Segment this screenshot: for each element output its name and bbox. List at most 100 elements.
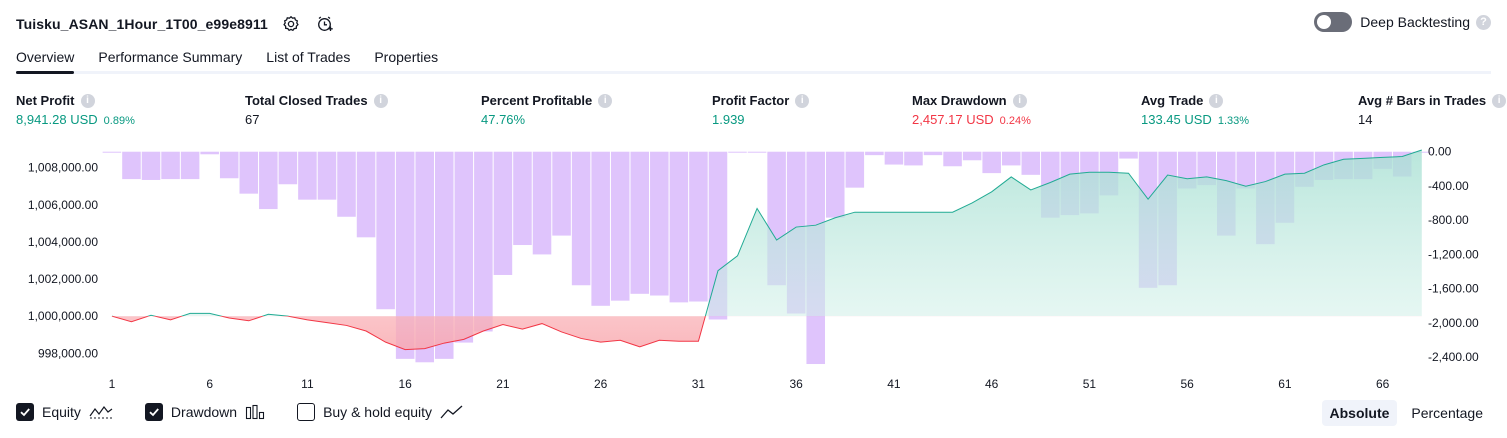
- drawdown-bar: [904, 151, 923, 166]
- drawdown-bar: [1021, 151, 1041, 175]
- x-tick-label: 51: [1083, 377, 1097, 391]
- alert-clock-plus-icon[interactable]: [314, 13, 336, 35]
- drawdown-bar: [591, 151, 610, 306]
- stat-value: 1.939: [712, 112, 745, 127]
- drawdown-bar: [825, 151, 845, 218]
- percentage-button[interactable]: Percentage: [1411, 405, 1483, 421]
- deep-backtesting-label: Deep Backtesting: [1360, 14, 1470, 30]
- y-axis-right: 0.00 -400.00 -800.00 -1,200.00 -1,600.00 -2,0…: [1428, 145, 1479, 364]
- drawdown-bar: [1197, 151, 1216, 186]
- drawdown-bar: [298, 151, 317, 200]
- x-tick-label: 36: [789, 377, 803, 391]
- equity-area: [111, 150, 1422, 350]
- drawdown-bar: [962, 151, 982, 161]
- drawdown-bar: [122, 151, 141, 180]
- tab-performance-summary[interactable]: Performance Summary: [98, 49, 243, 65]
- drawdown-bar: [552, 151, 571, 236]
- drawdown-bar: [943, 151, 962, 167]
- drawdown-bar: [747, 151, 767, 153]
- stat-avg-bars-in-trades: Avg # Bars in Trades i 14: [1358, 93, 1507, 127]
- help-icon[interactable]: ?: [1476, 14, 1491, 30]
- drawdown-bar: [102, 151, 122, 153]
- drawdown-bars: [102, 151, 1432, 365]
- y-right-tick-label: -1,600.00: [1428, 282, 1479, 296]
- drawdown-bar: [630, 151, 650, 294]
- info-icon[interactable]: i: [1209, 93, 1224, 108]
- drawdown-bar: [1119, 151, 1138, 159]
- legend-equity-label: Equity: [42, 404, 81, 420]
- equity-drawdown-chart[interactable]: 1,008,000.00 1,006,000.00 1,004,000.00 1,00…: [0, 140, 1507, 392]
- equity-checkbox[interactable]: [16, 403, 34, 421]
- info-icon[interactable]: i: [1492, 93, 1507, 108]
- equity-line-icon: [89, 404, 113, 420]
- x-tick-label: 6: [206, 377, 213, 391]
- drawdown-bar: [689, 151, 708, 302]
- info-icon[interactable]: i: [80, 93, 95, 108]
- stat-value: 67: [245, 112, 260, 127]
- x-tick-label: 61: [1278, 377, 1292, 391]
- drawdown-bar: [259, 151, 278, 210]
- drawdown-bar: [180, 151, 200, 180]
- drawdown-bar: [669, 151, 689, 303]
- y-left-tick-label: 1,004,000.00: [28, 235, 98, 249]
- info-icon[interactable]: i: [373, 93, 388, 108]
- x-tick-label: 16: [398, 377, 412, 391]
- stat-percent: 0.89%: [103, 115, 135, 127]
- y-left-tick-label: 1,000,000.00: [28, 309, 98, 323]
- legend-buy-hold-equity[interactable]: Buy & hold equity: [297, 403, 464, 421]
- tab-properties[interactable]: Properties: [374, 49, 439, 65]
- drawdown-bar: [356, 151, 376, 238]
- info-icon[interactable]: i: [598, 93, 613, 108]
- tab-list-of-trades[interactable]: List of Trades: [266, 49, 351, 65]
- drawdown-bar: [161, 151, 180, 180]
- equity-line-positive: [111, 149, 1422, 317]
- legend-drawdown[interactable]: Drawdown: [144, 403, 265, 421]
- stat-net-profit: Net Profit i 8,941.28 USD 0.89%: [16, 93, 135, 127]
- deep-backtesting-toggle[interactable]: [1314, 12, 1353, 32]
- drawdown-bar: [1236, 151, 1256, 189]
- drawdown-bars-icon: [245, 404, 265, 420]
- absolute-button[interactable]: Absolute: [1321, 400, 1398, 426]
- y-right-tick-label: -2,000.00: [1428, 316, 1479, 330]
- x-tick-label: 26: [594, 377, 608, 391]
- info-icon[interactable]: i: [1012, 93, 1027, 108]
- deep-backtesting-control: Deep Backtesting ?: [1314, 12, 1491, 32]
- buy-hold-checkbox[interactable]: [297, 403, 316, 421]
- buy-hold-line-icon: [440, 404, 464, 420]
- tab-overview[interactable]: Overview: [16, 44, 75, 74]
- stat-value: 8,941.28 USD: [16, 112, 98, 127]
- drawdown-bar: [493, 151, 513, 275]
- stat-percent: 0.24%: [999, 115, 1031, 127]
- drawdown-bar: [884, 151, 904, 165]
- drawdown-bar: [923, 151, 943, 156]
- drawdown-bar: [317, 151, 337, 200]
- stat-total-closed-trades: Total Closed Trades i 67: [245, 93, 388, 127]
- equity-area-negative: [111, 316, 706, 350]
- x-tick-label: 41: [887, 377, 901, 391]
- info-icon[interactable]: i: [795, 93, 810, 108]
- drawdown-bar: [865, 151, 884, 156]
- drawdown-bar: [728, 151, 747, 153]
- stat-percent-profitable: Percent Profitable i 47.76%: [481, 93, 613, 127]
- drawdown-bar: [532, 151, 552, 255]
- y-left-tick-label: 998,000.00: [38, 346, 98, 360]
- stat-label: Profit Factor: [712, 93, 790, 108]
- y-right-tick-label: -800.00: [1428, 213, 1469, 227]
- stat-avg-trade: Avg Trade i 133.45 USD 1.33%: [1141, 93, 1249, 127]
- drawdown-bar: [337, 151, 356, 217]
- stat-label: Net Profit: [16, 93, 75, 108]
- y-right-tick-label: 0.00: [1428, 145, 1452, 159]
- x-axis: 1 6 11 16 21 26 31 36 41 46 51 56 61 66: [109, 377, 1390, 391]
- x-tick-label: 11: [301, 377, 314, 391]
- drawdown-checkbox[interactable]: [144, 403, 163, 421]
- x-tick-label: 21: [496, 377, 510, 391]
- settings-gear-icon[interactable]: [280, 13, 302, 35]
- stat-label: Total Closed Trades: [245, 93, 368, 108]
- drawdown-bar: [845, 151, 865, 188]
- y-left-tick-label: 1,008,000.00: [28, 161, 98, 175]
- legend-equity[interactable]: Equity: [16, 403, 113, 421]
- y-right-tick-label: -1,200.00: [1428, 247, 1479, 261]
- drawdown-bar: [434, 151, 454, 359]
- x-tick-label: 66: [1376, 377, 1390, 391]
- drawdown-bar: [141, 151, 161, 180]
